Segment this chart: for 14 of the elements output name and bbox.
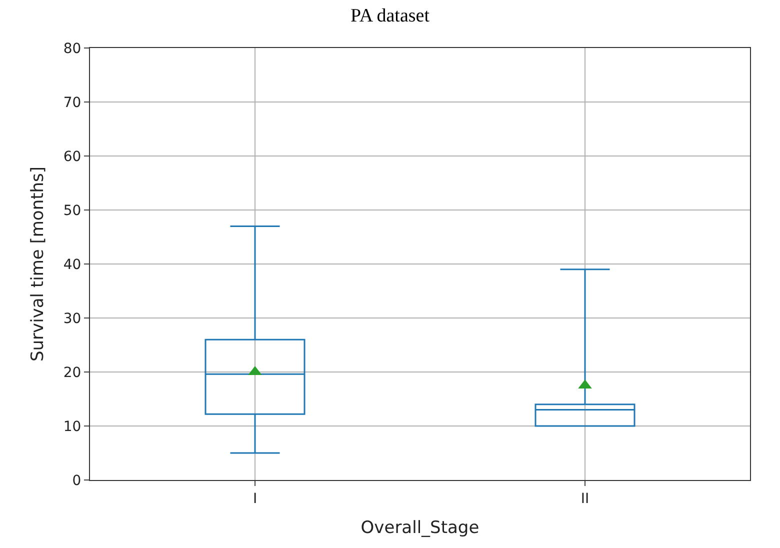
chart-title: PA dataset [350,6,430,27]
y-tick-label: 0 [72,472,82,489]
y-tick-label: 20 [63,364,82,381]
x-tick-label: II [580,490,590,507]
x-axis-title: Overall_Stage [360,518,480,538]
y-tick-label: 60 [63,148,82,165]
y-tick-label: 10 [63,418,82,435]
y-axis-title: Survival time [months] [28,166,48,362]
y-tick-label: 70 [63,94,82,111]
y-tick-label: 40 [63,256,82,273]
x-tick-label: I [252,490,258,507]
y-tick-label: 30 [63,310,82,327]
y-tick-label: 50 [63,202,82,219]
y-tick-label: 80 [63,40,82,57]
